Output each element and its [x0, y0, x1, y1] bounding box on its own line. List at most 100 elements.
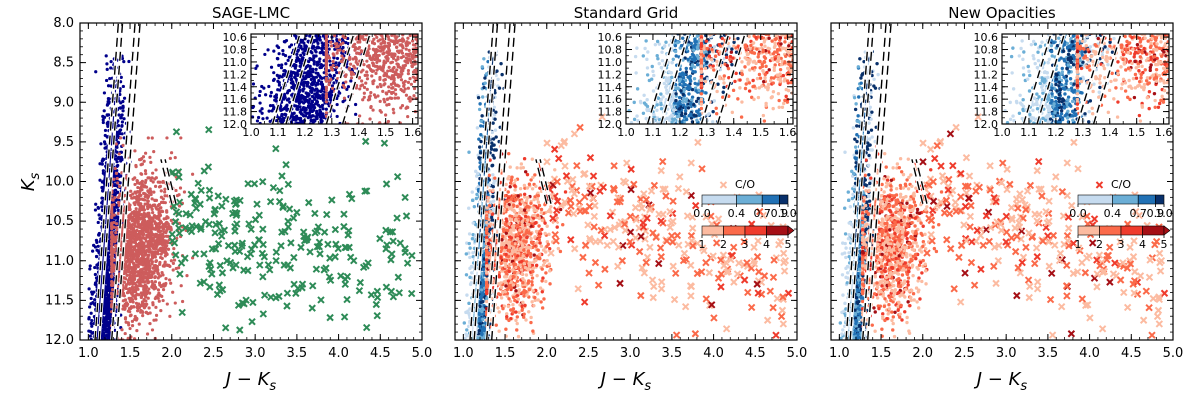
c-rich-point: [180, 299, 185, 304]
c-rich-point: [144, 229, 148, 234]
c-rich-point: [129, 189, 133, 193]
x-agb-point: [401, 193, 409, 202]
boundary-line-0: [94, 23, 120, 340]
c-rich-point: [158, 274, 163, 278]
c-rich-point: [158, 222, 162, 226]
x-agb-point: [211, 229, 219, 237]
inset-c-rich-point: [418, 39, 421, 42]
inset-c-rich-point: [446, 49, 449, 52]
o-rich-point: [101, 169, 105, 173]
c-rich-point: [168, 264, 172, 269]
inset-c-rich-point: [365, 73, 369, 77]
c-rich-point: [168, 156, 172, 160]
inset-c-rich-point: [332, 34, 337, 38]
inset-c-rich-point: [504, 34, 507, 37]
c-rich-point: [139, 172, 143, 176]
inset-o-rich-point: [272, 71, 276, 75]
inset-c-rich-point: [513, 104, 516, 107]
inset-c-rich-point: [470, 40, 473, 43]
inset-c-rich-point: [404, 93, 409, 97]
inset-c-rich-point: [436, 45, 439, 48]
inset-c-rich-point: [395, 68, 399, 72]
x-agb-point: [233, 220, 241, 228]
c-rich-point: [131, 227, 135, 231]
inset-c-rich-point: [428, 36, 431, 39]
c-rich-point: [161, 227, 165, 231]
inset-c-rich-point: [462, 82, 465, 85]
inset-o-rich-point: [315, 111, 319, 115]
inset-c-rich-point: [560, 35, 563, 38]
o-rich-point: [93, 245, 98, 249]
inset-c-rich-point: [399, 55, 404, 60]
c-rich-point: [162, 264, 166, 268]
inset-c-rich-point: [469, 45, 472, 48]
inset-o-rich-point: [335, 114, 339, 119]
x-agb-point: [394, 273, 403, 281]
c-rich-point: [125, 291, 130, 295]
inset-c-rich-point: [387, 49, 391, 53]
o-rich-point: [115, 150, 119, 154]
o-rich-point: [104, 274, 109, 278]
c-rich-point: [151, 171, 155, 175]
inset-c-rich-point: [401, 34, 405, 37]
x-agb-point: [396, 239, 404, 247]
y-tick-label: 10.5: [45, 214, 74, 229]
x-agb-point: [316, 250, 324, 258]
inset-c-rich-point: [435, 67, 438, 70]
boundary-line-4: [160, 159, 173, 204]
inset-c-rich-point: [391, 81, 396, 85]
o-rich-point: [106, 329, 111, 333]
c-rich-point: [144, 171, 148, 176]
c-rich-point: [122, 294, 126, 298]
inset-c-rich-point: [423, 77, 426, 80]
c-rich-point: [110, 210, 114, 215]
inset-c-rich-point: [435, 96, 438, 99]
x-agb-point: [205, 126, 213, 134]
inset-c-rich-point: [444, 64, 447, 67]
inset-c-rich-point: [423, 47, 426, 50]
inset-c-rich-point: [568, 72, 571, 75]
x-agb-point: [387, 256, 395, 264]
inset-c-rich-point: [324, 92, 329, 96]
inset-c-rich-point: [434, 88, 437, 91]
c-rich-point: [130, 196, 134, 200]
inset-c-rich-point: [455, 32, 458, 35]
c-rich-point: [131, 240, 136, 244]
inset-c-rich-point: [375, 60, 379, 64]
inset-c-rich-point: [403, 63, 408, 67]
inset-c-rich-point: [450, 46, 453, 49]
inset-c-rich-point: [433, 66, 436, 69]
o-rich-point: [106, 293, 111, 297]
inset-c-rich-point: [458, 95, 461, 98]
inset-o-rich-point: [276, 79, 280, 83]
inset-o-rich-point: [314, 87, 318, 91]
c-rich-point: [151, 180, 155, 184]
c-rich-point: [110, 221, 114, 225]
inset-c-rich-point: [374, 55, 378, 59]
inset-c-rich-point: [434, 60, 437, 63]
o-rich-point: [100, 205, 104, 209]
c-rich-point: [152, 318, 156, 322]
inset-o-rich-point: [285, 107, 290, 112]
inset-c-rich-point: [366, 64, 370, 68]
o-rich-point: [107, 262, 111, 266]
c-rich-point: [110, 249, 114, 253]
c-rich-point: [134, 207, 138, 211]
inset-c-rich-point: [429, 91, 432, 94]
c-rich-point: [131, 177, 135, 181]
inset-c-rich-point: [387, 65, 391, 69]
o-rich-point: [101, 316, 106, 320]
inset-c-rich-point: [429, 69, 432, 72]
inset-c-rich-point: [425, 37, 428, 40]
c-rich-point: [154, 168, 158, 172]
c-rich-point: [135, 329, 139, 333]
c-rich-point: [174, 188, 178, 193]
o-rich-point: [105, 62, 109, 66]
c-rich-point: [128, 251, 133, 256]
inset-c-rich-point: [428, 34, 431, 37]
inset-c-rich-point: [397, 50, 401, 54]
inset-c-rich-point: [436, 60, 439, 63]
o-rich-point: [89, 321, 93, 326]
inset-c-rich-point: [423, 38, 426, 41]
inset-c-rich-point: [408, 34, 412, 38]
